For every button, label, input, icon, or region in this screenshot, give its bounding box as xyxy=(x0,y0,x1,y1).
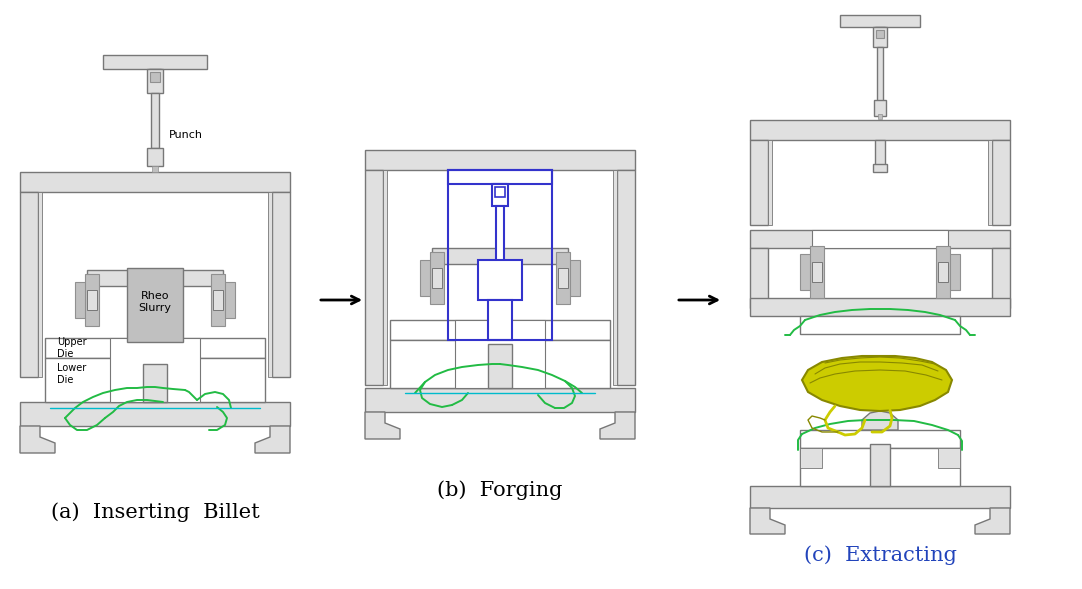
Bar xyxy=(750,120,1010,140)
Bar xyxy=(810,246,824,298)
Bar xyxy=(420,260,432,296)
Bar xyxy=(800,448,960,486)
Polygon shape xyxy=(365,412,400,439)
Text: (c)  Extracting: (c) Extracting xyxy=(804,545,956,565)
Bar xyxy=(494,187,505,197)
Bar xyxy=(19,402,290,426)
Bar xyxy=(875,27,885,35)
Bar xyxy=(938,262,948,282)
Polygon shape xyxy=(255,426,290,453)
Bar xyxy=(874,100,886,116)
Bar xyxy=(365,150,635,170)
Bar xyxy=(613,170,617,385)
Bar xyxy=(365,170,383,385)
Bar xyxy=(768,140,771,225)
Bar xyxy=(488,300,512,340)
Text: Upper
Die: Upper Die xyxy=(57,337,87,359)
Bar xyxy=(800,430,960,448)
Polygon shape xyxy=(601,412,635,439)
Bar xyxy=(812,230,948,248)
Bar xyxy=(151,93,159,148)
Bar xyxy=(272,192,290,377)
Bar xyxy=(448,170,552,340)
Bar xyxy=(151,166,158,172)
Bar xyxy=(75,282,87,318)
Bar xyxy=(365,388,635,412)
Text: Punch: Punch xyxy=(169,130,203,140)
Bar xyxy=(750,486,1010,508)
Bar xyxy=(750,140,768,225)
Bar xyxy=(556,252,570,304)
Bar xyxy=(223,282,235,318)
Bar xyxy=(430,252,444,304)
Bar xyxy=(45,338,265,358)
Bar xyxy=(750,230,1010,248)
Bar xyxy=(478,260,522,300)
Bar xyxy=(383,170,387,385)
Bar xyxy=(127,268,183,342)
Bar xyxy=(87,290,97,310)
Bar xyxy=(936,246,950,298)
Bar xyxy=(948,254,960,290)
Bar xyxy=(149,69,161,79)
Bar xyxy=(19,172,290,192)
Bar xyxy=(568,260,580,296)
Text: Rheo
Slurry: Rheo Slurry xyxy=(138,291,172,313)
Bar xyxy=(750,248,768,308)
Bar xyxy=(494,184,506,194)
Text: (a)  Inserting  Billet: (a) Inserting Billet xyxy=(51,502,260,522)
Bar xyxy=(938,448,960,468)
Bar xyxy=(488,344,512,388)
Bar xyxy=(45,358,265,402)
Bar xyxy=(19,192,38,377)
Polygon shape xyxy=(975,508,1010,534)
Text: Lower
Die: Lower Die xyxy=(57,363,87,385)
Bar xyxy=(432,268,443,288)
Bar xyxy=(456,320,545,388)
Bar xyxy=(390,340,610,388)
Bar xyxy=(992,248,1010,308)
Polygon shape xyxy=(750,508,786,534)
Bar xyxy=(268,192,272,377)
Bar xyxy=(103,55,207,69)
Bar xyxy=(878,47,883,102)
Text: (b)  Forging: (b) Forging xyxy=(437,480,563,500)
Bar xyxy=(38,192,42,377)
Bar xyxy=(873,27,887,47)
Bar xyxy=(992,140,1010,225)
Bar xyxy=(617,170,635,385)
Bar xyxy=(448,170,552,184)
Polygon shape xyxy=(19,426,55,453)
Bar xyxy=(870,444,890,486)
Bar xyxy=(150,72,160,82)
Bar xyxy=(750,298,1010,316)
Bar xyxy=(147,69,163,93)
Bar xyxy=(390,320,610,340)
Polygon shape xyxy=(802,356,952,411)
Bar xyxy=(110,338,200,402)
Bar xyxy=(211,274,225,326)
Bar xyxy=(840,15,920,27)
Bar xyxy=(800,316,960,334)
Bar xyxy=(213,290,223,310)
Polygon shape xyxy=(862,411,898,430)
Bar xyxy=(800,254,812,290)
Bar xyxy=(492,184,509,206)
Bar xyxy=(800,448,822,468)
Bar xyxy=(875,140,885,166)
Bar xyxy=(143,364,167,402)
Bar xyxy=(812,262,822,282)
Bar xyxy=(147,148,163,166)
Bar xyxy=(85,274,98,326)
Bar xyxy=(558,268,568,288)
Bar xyxy=(878,114,882,119)
Bar xyxy=(988,140,992,225)
Bar xyxy=(876,30,884,38)
Bar xyxy=(432,248,568,264)
Bar xyxy=(873,164,887,172)
Bar xyxy=(496,206,504,271)
Bar xyxy=(87,270,223,286)
